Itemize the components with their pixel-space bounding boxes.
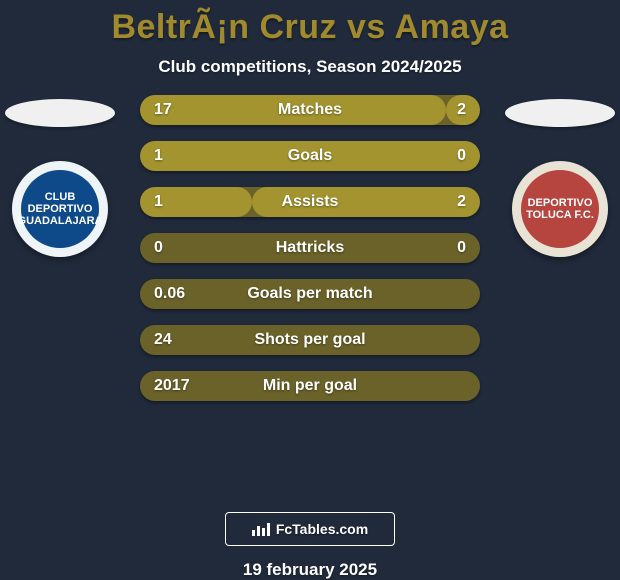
stat-right-value: 0 xyxy=(457,141,466,171)
stat-bars: Matches172Goals10Assists12Hattricks00Goa… xyxy=(140,95,480,401)
stat-right-value: 0 xyxy=(457,233,466,263)
player-right-crest-inner: DEPORTIVO TOLUCA F.C. xyxy=(521,170,599,248)
stat-label: Shots per goal xyxy=(140,325,480,355)
stat-row: Hattricks0 0 xyxy=(140,233,480,263)
stat-label: Min per goal xyxy=(140,371,480,401)
stat-right-value: 2 xyxy=(457,95,466,125)
stat-row: Goals1 0 xyxy=(140,141,480,171)
stat-row: Assists1 2 xyxy=(140,187,480,217)
comparison-card: BeltrÃ¡n Cruz vs Amaya Club competitions… xyxy=(0,0,620,580)
chart-bars-icon xyxy=(252,522,270,536)
page-title: BeltrÃ¡n Cruz vs Amaya xyxy=(111,8,508,47)
stat-label: Hattricks xyxy=(140,233,480,263)
stat-left-value: 1 xyxy=(154,187,163,217)
date-label: 19 february 2025 xyxy=(243,560,377,580)
stat-left-value: 1 xyxy=(154,141,163,171)
stat-right-value: 2 xyxy=(457,187,466,217)
player-left-flag xyxy=(5,99,115,127)
stat-row: Matches17 2 xyxy=(140,95,480,125)
player-left-crest-inner: CLUB DEPORTIVO GUADALAJARA xyxy=(21,170,99,248)
player-right-flag xyxy=(505,99,615,127)
stat-label: Assists xyxy=(140,187,480,217)
stat-row: Min per goal2017 xyxy=(140,371,480,401)
stat-left-value: 24 xyxy=(154,325,172,355)
player-right-column: DEPORTIVO TOLUCA F.C. xyxy=(500,95,620,257)
stat-label: Matches xyxy=(140,95,480,125)
stat-row: Goals per match0.06 xyxy=(140,279,480,309)
stat-left-value: 2017 xyxy=(154,371,190,401)
player-left-column: CLUB DEPORTIVO GUADALAJARA xyxy=(0,95,120,257)
brand-badge: FcTables.com xyxy=(225,512,395,546)
brand-label: FcTables.com xyxy=(276,521,368,537)
stat-left-value: 0 xyxy=(154,233,163,263)
stat-row: Shots per goal24 xyxy=(140,325,480,355)
stat-left-value: 17 xyxy=(154,95,172,125)
comparison-arena: CLUB DEPORTIVO GUADALAJARA DEPORTIVO TOL… xyxy=(0,95,620,494)
page-subtitle: Club competitions, Season 2024/2025 xyxy=(158,57,461,77)
player-right-crest-text: DEPORTIVO TOLUCA F.C. xyxy=(521,197,599,221)
player-left-crest: CLUB DEPORTIVO GUADALAJARA xyxy=(12,161,108,257)
player-left-crest-text: CLUB DEPORTIVO GUADALAJARA xyxy=(18,191,103,227)
player-right-crest: DEPORTIVO TOLUCA F.C. xyxy=(512,161,608,257)
stat-left-value: 0.06 xyxy=(154,279,185,309)
stat-label: Goals xyxy=(140,141,480,171)
stat-label: Goals per match xyxy=(140,279,480,309)
